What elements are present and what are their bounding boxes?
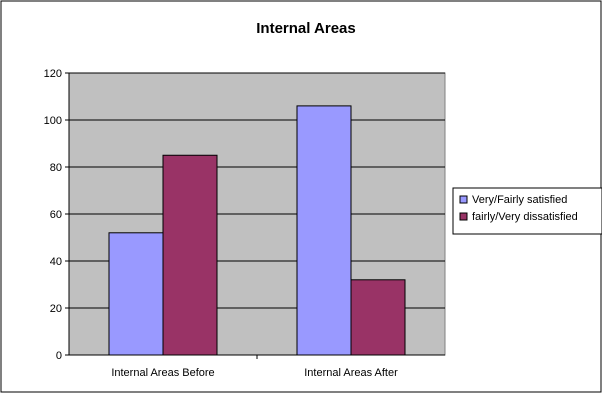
y-tick-label: 0 xyxy=(56,350,62,362)
bars xyxy=(108,105,406,356)
y-tick-label: 20 xyxy=(50,303,62,315)
x-category-label: Internal Areas Before xyxy=(111,367,214,379)
y-axis: 0 20 40 60 80 100 120 xyxy=(44,68,70,362)
chart-title: Internal Areas xyxy=(256,20,356,37)
bar-satisfied-after xyxy=(296,105,352,356)
x-category-label: Internal Areas After xyxy=(304,367,398,379)
y-tick-label: 100 xyxy=(44,115,62,127)
y-tick-label: 80 xyxy=(50,162,62,174)
y-tick-label: 40 xyxy=(50,256,62,268)
bar-dissatisfied-after xyxy=(350,279,406,356)
legend-label: Very/Fairly satisfied xyxy=(472,194,567,206)
y-tick-label: 120 xyxy=(44,68,62,80)
x-axis: Internal Areas Before Internal Areas Afte… xyxy=(69,354,445,379)
legend: Very/Fairly satisfied fairly/Very dissati… xyxy=(452,187,602,235)
legend-swatch xyxy=(459,212,468,221)
bar-dissatisfied-before xyxy=(162,154,218,356)
bar-satisfied-before xyxy=(108,232,164,356)
legend-label: fairly/Very dissatisfied xyxy=(472,211,578,223)
y-tick-label: 60 xyxy=(50,209,62,221)
legend-box xyxy=(452,187,602,235)
legend-swatch xyxy=(459,195,468,204)
